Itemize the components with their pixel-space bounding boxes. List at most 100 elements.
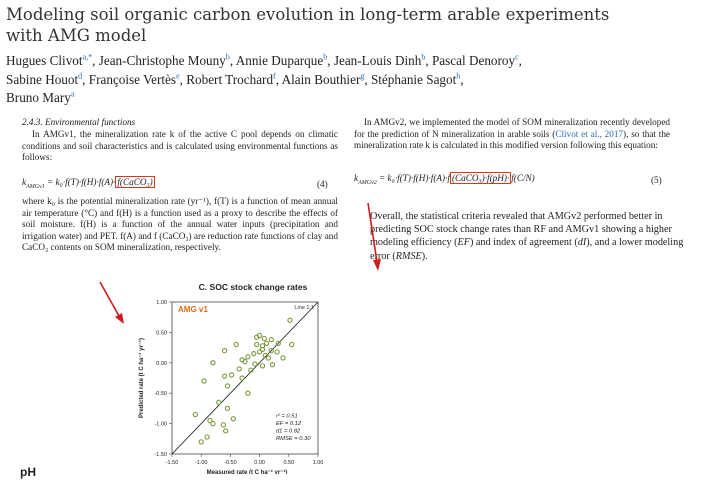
x-tick-label: 0.50	[283, 460, 294, 466]
data-point	[192, 411, 199, 418]
data-point	[224, 383, 231, 389]
data-point	[263, 340, 270, 346]
eq2-lhs-sub: AMGv2	[358, 179, 377, 186]
data-point	[268, 347, 274, 354]
author-name: Jean-Louis Dinh	[333, 53, 422, 68]
eq2-lhs: k	[354, 173, 359, 183]
right-para-text-a: In AMGv2, we implemented the model of SO…	[354, 117, 670, 139]
data-point	[275, 340, 281, 346]
data-point	[236, 366, 242, 372]
author-name: Pascal Denoroy	[431, 53, 516, 68]
ph-label: pH	[20, 465, 36, 479]
stat-line: EF = 0.12	[276, 421, 302, 427]
line-1-1	[171, 301, 319, 455]
stat-line: RMSE = 0.30	[276, 436, 311, 442]
data-point	[254, 341, 260, 348]
data-point	[256, 349, 263, 355]
x-tick-label: -0.50	[224, 460, 237, 466]
right-paragraph-1: In AMGv2, we implemented the model of SO…	[354, 117, 670, 152]
note-text-b: ) and index of agreement (	[469, 237, 578, 249]
data-point	[274, 349, 280, 355]
eq1-rhs: = k₀·f(T)·f(H)·f(A)·	[44, 177, 116, 187]
author-affiliation-sup[interactable]: f	[273, 71, 276, 81]
chart-title: C. SOC stock change rates	[199, 282, 308, 292]
data-point	[251, 351, 257, 357]
equation-amgv1: kAMGv1 = k₀·f(T)·f(H)·f(A)· f(CaCO₃)	[22, 176, 155, 190]
equation-number-4: (4)	[317, 179, 328, 189]
y-tick-label: 1.00	[156, 300, 167, 306]
note-ef: EF	[457, 237, 470, 249]
eq1-lhs: k	[22, 177, 27, 187]
data-point	[198, 439, 204, 445]
author-affiliation-sup[interactable]: c	[515, 52, 519, 62]
data-point	[287, 317, 293, 323]
data-point	[221, 373, 228, 379]
data-point	[242, 358, 248, 365]
paper-title: Modeling soil organic carbon evolution i…	[6, 4, 696, 46]
x-tick-label: 1.00	[313, 460, 324, 466]
author-name: Françoise Vertès	[88, 71, 177, 87]
data-point	[220, 422, 227, 428]
author-affiliation-sup[interactable]: a	[70, 89, 75, 99]
stat-line: r² = 0.51	[276, 414, 298, 420]
author-affiliation-sup[interactable]: h	[456, 71, 461, 81]
data-point	[254, 334, 260, 340]
author-affiliation-sup[interactable]: b	[421, 52, 426, 62]
stat-line: d1 = 0.82	[276, 429, 301, 435]
data-point	[261, 335, 267, 342]
data-point	[259, 343, 266, 349]
data-point	[265, 355, 272, 361]
author-list: Hugues Clivota,*, Jean-Christophe Mounyb…	[6, 52, 522, 105]
data-point	[224, 405, 231, 412]
arrow-to-note	[367, 202, 381, 271]
author-name: Sabine Houot	[6, 71, 79, 87]
data-point	[233, 341, 239, 348]
data-point	[248, 367, 254, 373]
eq1-highlight-box: f(CaCO₃)	[115, 176, 155, 188]
x-axis-label: Measured rate (t C ha⁻¹ yr⁻¹)	[207, 469, 288, 474]
note-text-d: ).	[421, 250, 428, 262]
y-tick-label: -1.50	[154, 452, 167, 458]
data-point	[207, 417, 213, 424]
plot-frame	[171, 301, 319, 455]
line-label: Line 1:1	[294, 305, 314, 311]
author-name: Stéphanie Sagot	[370, 71, 457, 87]
data-point	[216, 399, 222, 405]
data-point	[252, 361, 258, 367]
author-name: Jean-Christophe Mouny	[98, 53, 226, 68]
data-point	[210, 420, 216, 427]
data-point	[245, 354, 251, 360]
note-d1: dI	[577, 237, 587, 249]
data-point	[201, 378, 207, 384]
eq2-tail: f(C/N)	[511, 173, 535, 183]
data-point	[280, 355, 286, 361]
eq1-lhs-sub: AMGv1	[26, 183, 45, 190]
note-text-c: ), and a lower modeling error (	[370, 237, 684, 262]
author-affiliation-sup[interactable]: d	[78, 71, 83, 81]
eq2-rhs: = k₀·f(T)·f(H)·f(A)·f	[376, 173, 450, 183]
author-name: Annie Duparque	[235, 53, 324, 68]
author-name: Bruno Mary	[6, 90, 71, 105]
citation-link[interactable]: Clivot et al., 2017	[555, 128, 624, 139]
author-affiliation-sup[interactable]: b	[225, 52, 230, 62]
y-tick-label: -0.50	[154, 391, 167, 397]
summary-note: Overall, the statistical criteria reveal…	[370, 210, 700, 263]
author-affiliation-sup[interactable]: a,*	[82, 52, 93, 62]
data-point	[259, 363, 266, 369]
y-tick-label: 0.00	[156, 361, 167, 367]
eq2-highlight-box: (CaCO₃)·f(pH)·	[449, 172, 512, 184]
x-tick-label: -1.00	[195, 460, 208, 466]
author-affiliation-sup[interactable]: g	[360, 71, 365, 81]
author-name: Alain Bouthier	[281, 71, 361, 87]
soc-scatter-chart: C. SOC stock change rates AMG v1 Line 1:1 -…	[138, 282, 324, 474]
data-point	[269, 361, 276, 368]
data-point	[210, 360, 216, 366]
paper-title-line1: Modeling soil organic carbon evolution i…	[6, 5, 610, 24]
author-affiliation-sup[interactable]: e	[176, 71, 180, 81]
paper-title-line2: with AMG model	[6, 26, 147, 45]
equation-number-5: (5)	[651, 175, 662, 185]
author-name: Hugues Clivot	[6, 53, 83, 68]
model-label: AMG v1	[178, 305, 208, 314]
author-affiliation-sup[interactable]: b	[323, 52, 328, 62]
